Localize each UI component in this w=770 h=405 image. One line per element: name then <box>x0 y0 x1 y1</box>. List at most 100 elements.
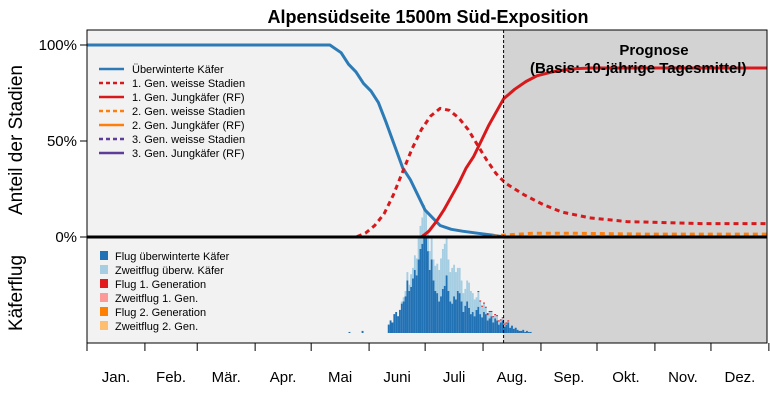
flight-bar-overwintered <box>400 303 403 333</box>
flight-bar-overwintered <box>466 301 469 333</box>
flight-bar-second <box>507 321 510 323</box>
flight-bar-overwintered <box>410 286 413 333</box>
flight-bar-overwintered <box>428 270 431 333</box>
legend-bar-label: Flug überwinterte Käfer <box>115 251 230 263</box>
flight-bar-overwintered <box>479 314 482 333</box>
flight-bar-second <box>503 324 506 327</box>
lower-panel-label: Käferflug <box>6 255 27 331</box>
flight-bar-overwintered <box>516 329 519 333</box>
plot-frame <box>86 29 768 344</box>
flight-bar-second <box>468 282 470 308</box>
flight-bar-second <box>441 249 444 289</box>
legend-line-label: 1. Gen. weisse Stadien <box>132 78 245 90</box>
flight-bar-gen1 <box>488 310 491 312</box>
series-line <box>87 106 767 239</box>
flight-bar-second <box>447 259 450 291</box>
flight-bar-gen1 <box>486 313 489 316</box>
flight-bar-overwintered <box>441 288 444 333</box>
legend-line-label: 3. Gen. Jungkäfer (RF) <box>132 148 245 160</box>
flight-bar-second <box>456 267 459 291</box>
flight-bar-overwintered <box>393 314 396 333</box>
flight-bar-second <box>512 327 515 329</box>
flight-bar-second <box>410 274 413 287</box>
flight-bar-second <box>436 263 439 294</box>
y-tick-label: 50% <box>47 133 77 150</box>
flight-bar-second <box>497 321 500 325</box>
x-tick-label: Sep. <box>554 369 585 386</box>
flight-bar-gen1 <box>484 306 487 308</box>
prognose-subtitle: (Basis: 10-jährige Tagesmittel) <box>530 60 746 77</box>
x-tick-label: Nov. <box>668 369 698 386</box>
flight-bar-overwintered <box>413 270 416 333</box>
flight-bar-overwintered <box>458 293 461 333</box>
flight-bar-overwintered <box>509 327 512 333</box>
flight-bar-overwintered <box>438 301 441 333</box>
flight-bar-second <box>499 320 502 323</box>
flight-bar-overwintered <box>522 329 525 333</box>
flight-bar-second <box>473 299 476 317</box>
legend-bar-swatch <box>100 321 108 330</box>
flight-bar-overwintered <box>436 293 439 333</box>
flight-bar-second <box>484 307 487 315</box>
flight-bar-overwintered <box>389 320 392 333</box>
flight-bar-overwintered <box>406 280 409 333</box>
flight-bar-second <box>400 301 403 304</box>
forecast-region <box>503 30 767 343</box>
flight-bar-second <box>449 272 452 302</box>
flight-bar-overwintered <box>427 251 429 333</box>
legend-bar-label: Zweitflug überw. Käfer <box>115 265 224 277</box>
flight-bar-overwintered <box>514 327 517 333</box>
x-tick-label: Feb. <box>156 369 186 386</box>
flight-bar-second <box>464 288 467 306</box>
flight-bar-overwintered <box>434 291 437 333</box>
legend-bar-label: Flug 1. Generation <box>115 279 206 291</box>
flight-bar-overwintered <box>398 309 401 333</box>
flight-bar-second <box>430 236 433 260</box>
flight-bar-second <box>488 312 491 319</box>
flight-bar-second <box>462 293 465 312</box>
flight-bar-second <box>505 323 508 325</box>
flight-bar-overwintered <box>527 331 530 333</box>
flight-bar-overwintered <box>469 314 472 333</box>
flight-bar-second <box>486 315 489 321</box>
flight-bar-second <box>479 301 482 315</box>
flight-bar-second <box>490 312 493 317</box>
flight-bar-second <box>445 238 448 276</box>
flight-bar-overwintered <box>511 325 513 333</box>
flight-bar-overwintered <box>518 330 521 333</box>
flight-bar-second <box>421 217 424 244</box>
flight-bar-overwintered <box>520 330 523 333</box>
chart-title: Alpensüdseite 1500m Süd-Exposition <box>267 7 588 27</box>
flight-bar-overwintered <box>464 305 467 333</box>
flight-bar-overwintered <box>387 324 390 333</box>
flight-bar-overwintered <box>455 299 457 333</box>
prognose-title: Prognose <box>619 42 688 59</box>
legend-bar-swatch <box>100 279 108 288</box>
flight-bar-overwintered <box>348 331 351 333</box>
legend-bar-swatch <box>100 265 108 274</box>
flight-bar-gen1 <box>505 322 508 324</box>
flight-bar-second <box>501 318 504 321</box>
x-tick-label: Jan. <box>102 369 130 386</box>
flight-bar-second <box>434 265 437 291</box>
flight-bar-second <box>415 258 418 276</box>
series-line <box>87 43 504 239</box>
legend-line-label: 3. Gen. weisse Stadien <box>132 134 245 146</box>
flight-bar-overwintered <box>507 322 510 333</box>
flight-bar-overwintered <box>449 301 452 333</box>
flight-bar-overwintered <box>440 296 442 333</box>
flight-bar-overwintered <box>486 320 489 333</box>
flight-bar-second <box>406 272 409 281</box>
flight-bar-second <box>427 230 429 252</box>
flight-bar-second <box>496 316 498 321</box>
flight-bar-gen1 <box>479 300 482 302</box>
legend-bar-label: Zweitflug 1. Gen. <box>115 293 198 305</box>
x-tick-label: Aug. <box>497 369 528 386</box>
flight-bar-second <box>402 297 405 302</box>
flight-bar-second <box>469 291 472 315</box>
x-tick-label: Mai <box>328 369 352 386</box>
flight-bar-second <box>412 267 414 279</box>
flight-bar-overwintered <box>499 322 502 333</box>
flight-bar-second <box>483 303 485 312</box>
